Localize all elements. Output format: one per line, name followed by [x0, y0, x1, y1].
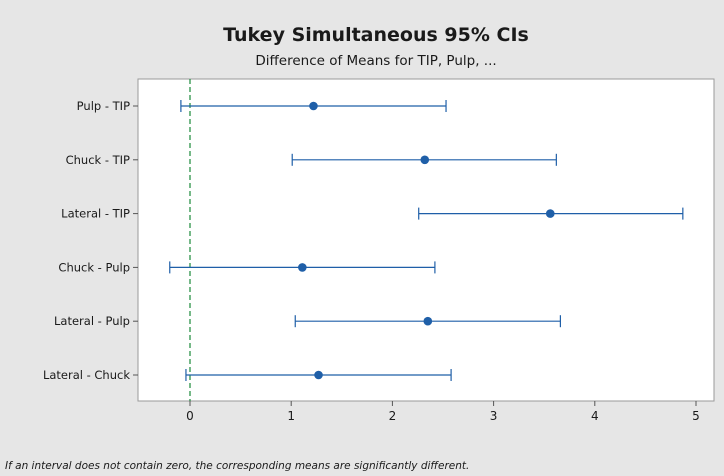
estimate-point — [423, 316, 433, 326]
chart-subtitle: Difference of Means for TIP, Pulp, ... — [255, 53, 496, 69]
estimate-point — [420, 155, 430, 165]
y-tick-label: Chuck - TIP — [66, 153, 130, 167]
x-tick-label: 4 — [591, 409, 599, 423]
x-tick-label: 3 — [490, 409, 498, 423]
x-tick-label: 5 — [692, 409, 700, 423]
x-tick-label: 1 — [287, 409, 295, 423]
x-tick-label: 2 — [389, 409, 397, 423]
y-tick-label: Lateral - Pulp — [54, 314, 130, 328]
plot-area — [137, 78, 715, 402]
estimate-point — [545, 209, 555, 218]
chart-title: Tukey Simultaneous 95% CIs — [223, 24, 529, 46]
estimate-point — [314, 370, 323, 380]
y-tick-label: Lateral - Chuck — [43, 368, 130, 382]
y-tick-label: Lateral - TIP — [61, 207, 130, 221]
estimate-point — [298, 263, 307, 272]
y-tick-label: Chuck - Pulp — [58, 260, 130, 274]
footnote: If an interval does not contain zero, th… — [5, 460, 469, 472]
estimate-point — [309, 101, 318, 111]
y-tick-label: Pulp - TIP — [77, 99, 130, 113]
x-tick-label: 0 — [186, 409, 194, 423]
